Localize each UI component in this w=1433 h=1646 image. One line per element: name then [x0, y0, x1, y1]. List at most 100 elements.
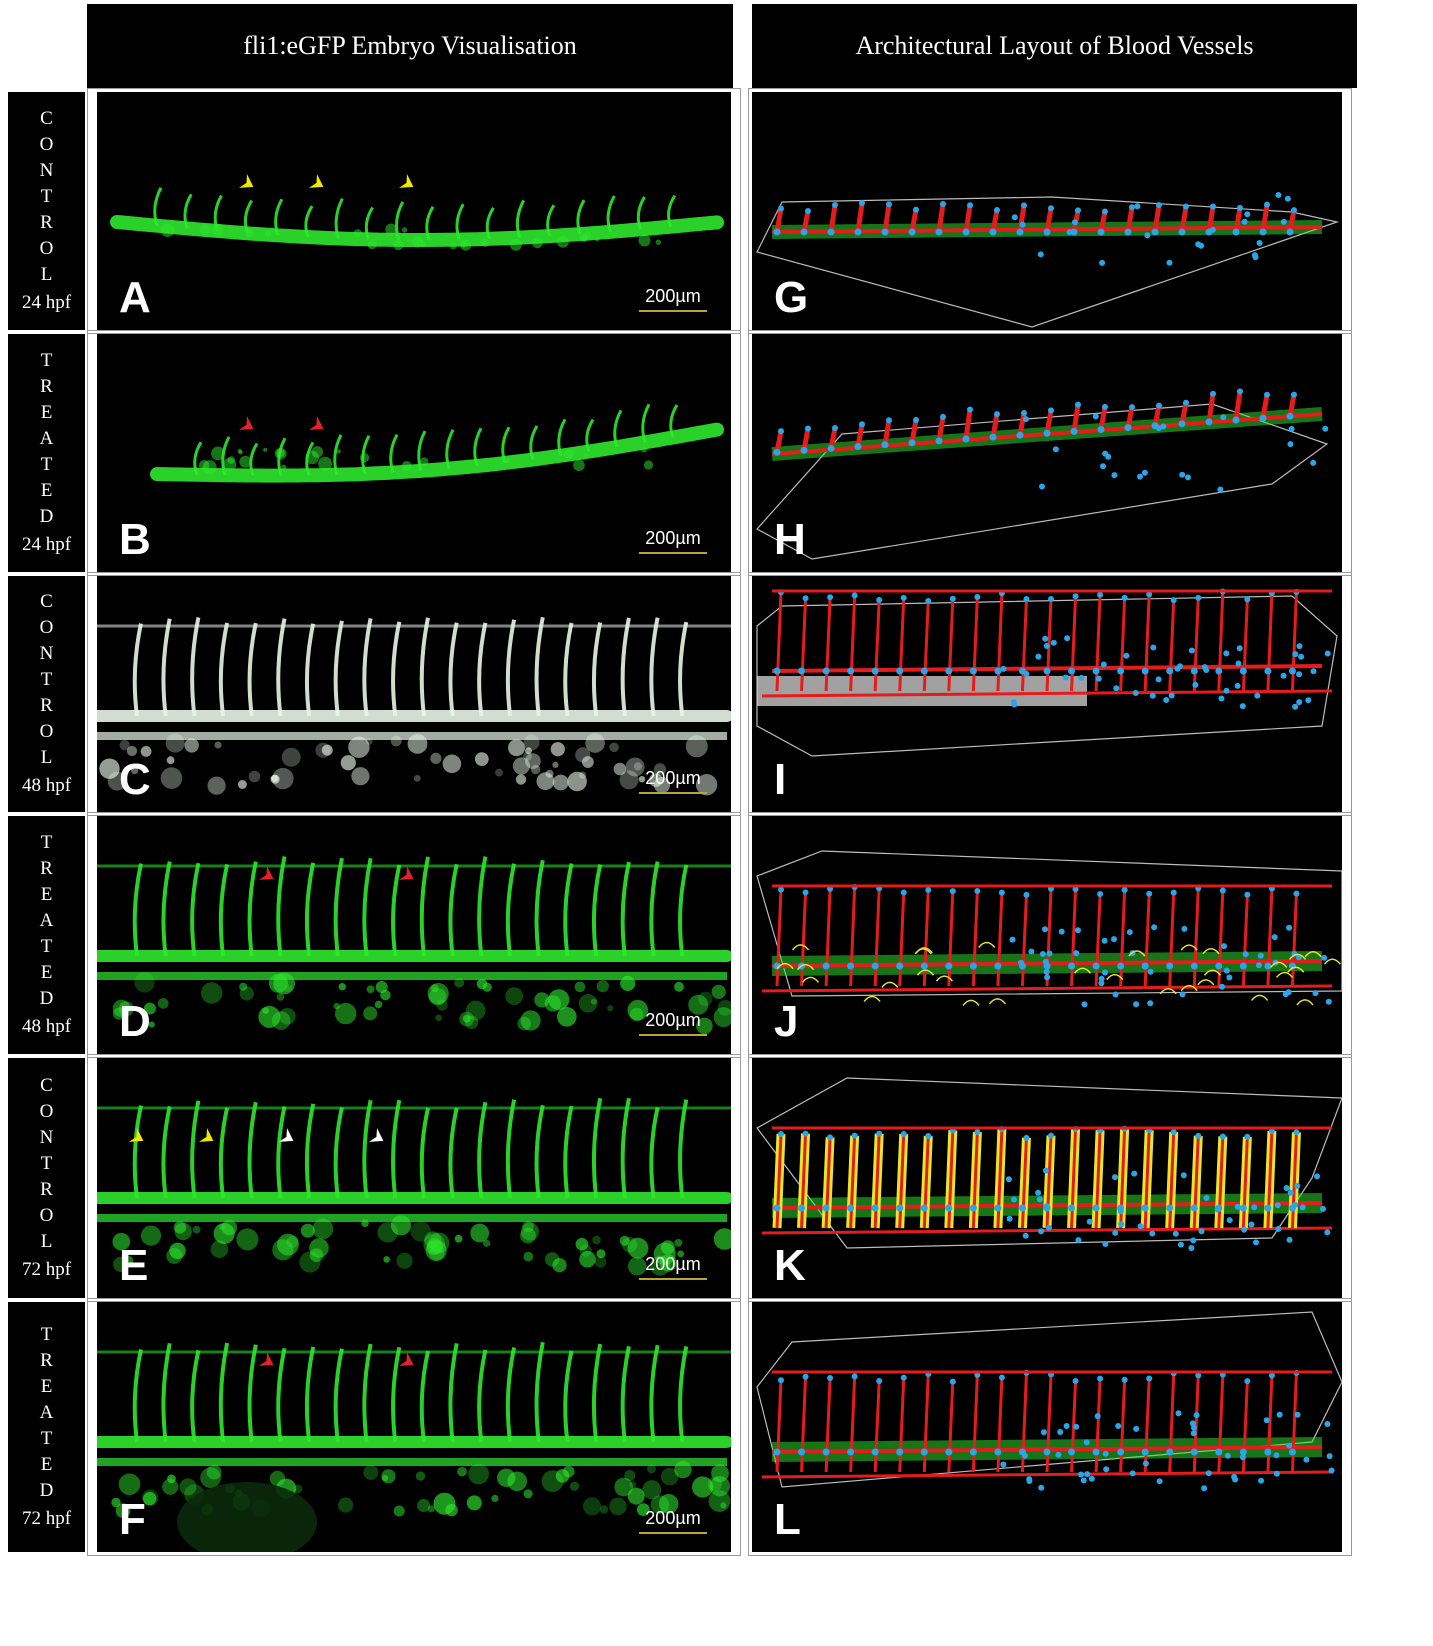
right-panel-frame — [748, 1298, 1352, 1556]
row-label-letter: T — [40, 936, 53, 957]
vessel-skeleton — [757, 588, 1333, 710]
row-label-letter: D — [39, 1480, 54, 1501]
row-label-letter: O — [39, 1101, 54, 1122]
row-label-letter: L — [40, 1231, 53, 1252]
arrowhead-marker — [259, 1352, 274, 1366]
row-label-letter: A — [39, 910, 54, 931]
panel-label: L — [774, 1495, 801, 1544]
scale-bar-line — [639, 310, 707, 312]
row-label-letter: T — [40, 1153, 53, 1174]
row-label-letter: N — [39, 1127, 54, 1148]
vessel-skeleton-image — [756, 1077, 1342, 1251]
vessel-network — [150, 403, 724, 483]
panel-label: B — [119, 515, 151, 564]
row-label-time: 48 hpf — [21, 1016, 72, 1037]
convex-hull-outline — [756, 403, 1329, 560]
fluorescence-image — [97, 616, 731, 796]
vessel-skeleton-image — [756, 388, 1329, 560]
arrowhead-marker — [399, 866, 414, 880]
row-label-letter: O — [39, 721, 54, 742]
row-label-6: T R E A T E D 72 hpf — [8, 1302, 85, 1552]
row-label-time: 24 hpf — [21, 534, 72, 555]
row-label-letter: O — [39, 134, 54, 155]
convex-hull-outline — [756, 196, 1340, 328]
row-label-time: 72 hpf — [21, 1508, 72, 1529]
arrowhead-marker — [259, 866, 274, 880]
skeleton-panel-j: J — [752, 816, 1342, 1054]
row-label-letter: T — [40, 350, 53, 371]
row-label-letter: T — [40, 186, 53, 207]
scale-bar-line — [639, 1278, 707, 1280]
row-label-letter: R — [40, 858, 53, 879]
right-panel-frame — [748, 88, 1352, 334]
convex-hull-outline — [756, 1077, 1342, 1249]
vessel-skeleton-image — [756, 850, 1342, 1008]
vessel-network — [97, 616, 731, 796]
fluorescence-panel-f: F 200µm — [97, 1302, 731, 1552]
scale-bar-text: 200µm — [645, 768, 701, 788]
row-label-letter: O — [39, 238, 54, 259]
arrowhead-marker — [129, 1128, 144, 1142]
vessel-network — [97, 1341, 731, 1519]
right-panel-frame — [748, 330, 1352, 576]
row-label-letter: L — [40, 747, 53, 768]
fluorescence-panel-c: C 200µm — [97, 576, 731, 812]
row-label-letter: O — [39, 617, 54, 638]
arrowhead-marker — [309, 174, 324, 188]
arrowhead-marker — [369, 1128, 384, 1142]
skeleton-panel-l: L — [752, 1302, 1342, 1552]
vessel-network — [110, 187, 724, 251]
row-label-letter: T — [40, 1428, 53, 1449]
panel-label: D — [119, 997, 151, 1046]
arrowhead-marker — [279, 1128, 294, 1142]
vessel-skeleton-image — [756, 588, 1338, 757]
row-label-letter: T — [40, 669, 53, 690]
row-label-letter: N — [39, 160, 54, 181]
vessel-skeleton-image — [756, 1311, 1342, 1492]
row-label-letter: A — [39, 1402, 54, 1423]
row-label-time: 72 hpf — [21, 1259, 72, 1280]
convex-hull-outline — [756, 1311, 1342, 1488]
row-label-letter: T — [40, 454, 53, 475]
row-label-1: C O N T R O L 24 hpf — [8, 92, 85, 330]
left-panel-frame — [87, 1298, 741, 1556]
row-label-letter: N — [39, 643, 54, 664]
left-panel-frame — [87, 330, 741, 576]
row-label-3: C O N T R O L 48 hpf — [8, 576, 85, 812]
right-column-header: Architectural Layout of Blood Vessels — [752, 4, 1357, 88]
skeleton-panel-h: H — [752, 334, 1342, 572]
row-label-letter: T — [40, 1324, 53, 1345]
scale-bar-line — [639, 792, 707, 794]
panel-label: J — [774, 997, 799, 1046]
row-label-letter: O — [39, 1205, 54, 1226]
convex-hull-outline — [756, 595, 1338, 757]
vessel-skeleton — [761, 1369, 1335, 1492]
scale-bar-text: 200µm — [645, 1010, 701, 1030]
arrowhead-marker — [239, 416, 254, 430]
scale-bar: 200µm — [639, 768, 707, 794]
panel-label: H — [774, 515, 806, 564]
fluorescence-panel-d: D 200µm — [97, 816, 731, 1054]
scale-bar-text: 200µm — [645, 1254, 701, 1274]
vessel-network — [97, 1097, 731, 1276]
row-label-letter: D — [39, 988, 54, 1009]
row-label-letter: R — [40, 695, 53, 716]
fluorescence-image — [97, 1341, 731, 1552]
convex-hull-outline — [756, 850, 1342, 997]
right-panel-frame — [748, 1054, 1352, 1302]
row-label-letter: C — [40, 1075, 53, 1096]
fluorescence-panel-b: B 200µm — [97, 334, 731, 572]
fluorescence-image — [97, 1097, 731, 1276]
vessel-network — [97, 856, 731, 1035]
fluorescence-image — [150, 403, 724, 483]
skeleton-panel-g: G — [752, 92, 1342, 330]
left-panel-frame — [87, 812, 741, 1058]
right-panel-frame — [748, 812, 1352, 1058]
vessel-skeleton — [761, 1125, 1333, 1251]
scale-bar-text: 200µm — [645, 528, 701, 548]
left-panel-frame — [87, 572, 741, 816]
row-label-letter: E — [40, 480, 53, 501]
skeleton-panel-i: I — [752, 576, 1342, 812]
vessel-skeleton-image — [756, 192, 1340, 328]
row-label-letter: A — [39, 428, 54, 449]
